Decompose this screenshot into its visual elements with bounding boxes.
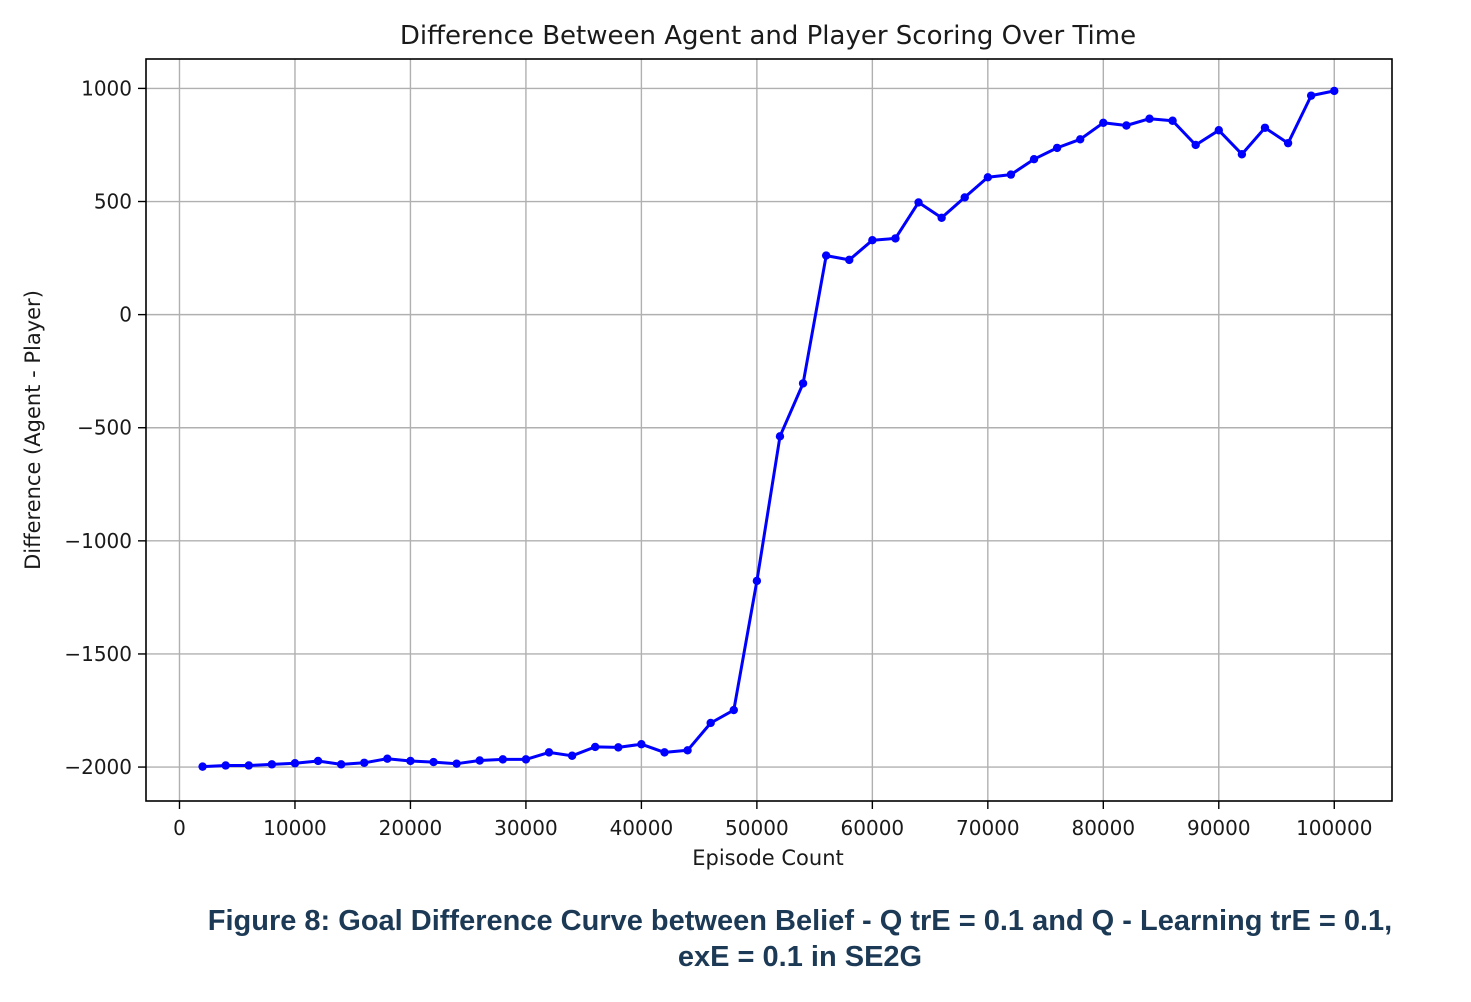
y-axis-label: Difference (Agent - Player) [21, 290, 45, 570]
chart-title: Difference Between Agent and Player Scor… [400, 21, 1136, 51]
data-point [1029, 155, 1039, 164]
data-point [752, 576, 762, 586]
data-point [1052, 143, 1062, 153]
y-tick-label: −1000 [64, 529, 132, 553]
data-point [660, 748, 669, 757]
data-point [475, 756, 484, 765]
data-point [498, 755, 508, 764]
data-point [567, 751, 577, 760]
data-point [244, 761, 253, 770]
data-point [845, 255, 854, 265]
data-point [1191, 140, 1200, 150]
y-tick-label: 500 [94, 190, 132, 214]
y-tick-label: −500 [77, 416, 132, 440]
y-tick-label: −1500 [64, 642, 132, 666]
x-tick-label: 100000 [1296, 816, 1372, 840]
data-point [683, 746, 692, 755]
data-point [914, 198, 923, 207]
x-tick-label: 60000 [841, 816, 905, 840]
data-point [729, 705, 738, 715]
x-tick-label: 30000 [494, 816, 558, 840]
data-point [1283, 138, 1293, 148]
data-point [775, 432, 785, 441]
data-point [1122, 121, 1131, 130]
data-point [614, 743, 623, 752]
x-tick-label: 0 [173, 816, 186, 840]
data-point [1214, 126, 1223, 135]
caption-line-1: Figure 8: Goal Difference Curve between … [207, 905, 1393, 937]
x-tick-label: 10000 [263, 816, 327, 840]
data-point [267, 760, 277, 769]
data-point [1306, 91, 1316, 100]
data-point [821, 251, 831, 260]
data-point [429, 757, 438, 767]
x-tick-label: 40000 [610, 816, 674, 840]
data-point [313, 756, 323, 766]
data-point [360, 758, 369, 767]
caption-line-2: exE = 0.1 in SE2G [677, 941, 923, 973]
x-tick-label: 90000 [1187, 816, 1251, 840]
data-point [960, 193, 969, 202]
x-tick-label: 50000 [725, 816, 789, 840]
data-point [1237, 150, 1247, 159]
data-point [336, 760, 346, 769]
x-tick-label: 80000 [1071, 816, 1135, 840]
y-tick-label: 0 [119, 303, 132, 327]
grid-lines [146, 59, 1392, 801]
data-point [1076, 135, 1085, 144]
x-tick-label: 70000 [956, 816, 1020, 840]
data-point [868, 236, 877, 245]
x-axis-label: Episode Count [692, 846, 844, 870]
series-line [202, 89, 1335, 769]
plot-frame [145, 58, 1393, 802]
data-point [983, 173, 993, 182]
data-point [544, 748, 554, 757]
data-point [637, 740, 646, 749]
data-point [406, 756, 415, 766]
y-tick-label: −2000 [64, 755, 132, 779]
axis-ticks: 0 10000 20000 30000 40000 50000 60000 70000 8000… [64, 76, 1372, 840]
data-point [1099, 118, 1108, 127]
data-point [798, 379, 808, 388]
data-series [198, 86, 1339, 771]
data-point [452, 759, 461, 768]
data-point [290, 759, 300, 768]
data-point [706, 718, 715, 728]
data-point [521, 755, 531, 764]
figure-caption: Figure 8: Goal Difference Curve between … [150, 903, 1450, 975]
data-point [221, 761, 230, 770]
x-tick-label: 20000 [379, 816, 443, 840]
data-point [1168, 116, 1177, 125]
y-tick-label: 1000 [81, 76, 132, 100]
data-point [1260, 123, 1270, 132]
data-point [1006, 170, 1016, 179]
data-point [198, 762, 207, 771]
data-point [937, 213, 946, 223]
data-point [591, 742, 600, 752]
data-point [1330, 86, 1339, 96]
data-point [1145, 114, 1154, 123]
data-point [383, 754, 392, 763]
data-point [891, 234, 900, 243]
